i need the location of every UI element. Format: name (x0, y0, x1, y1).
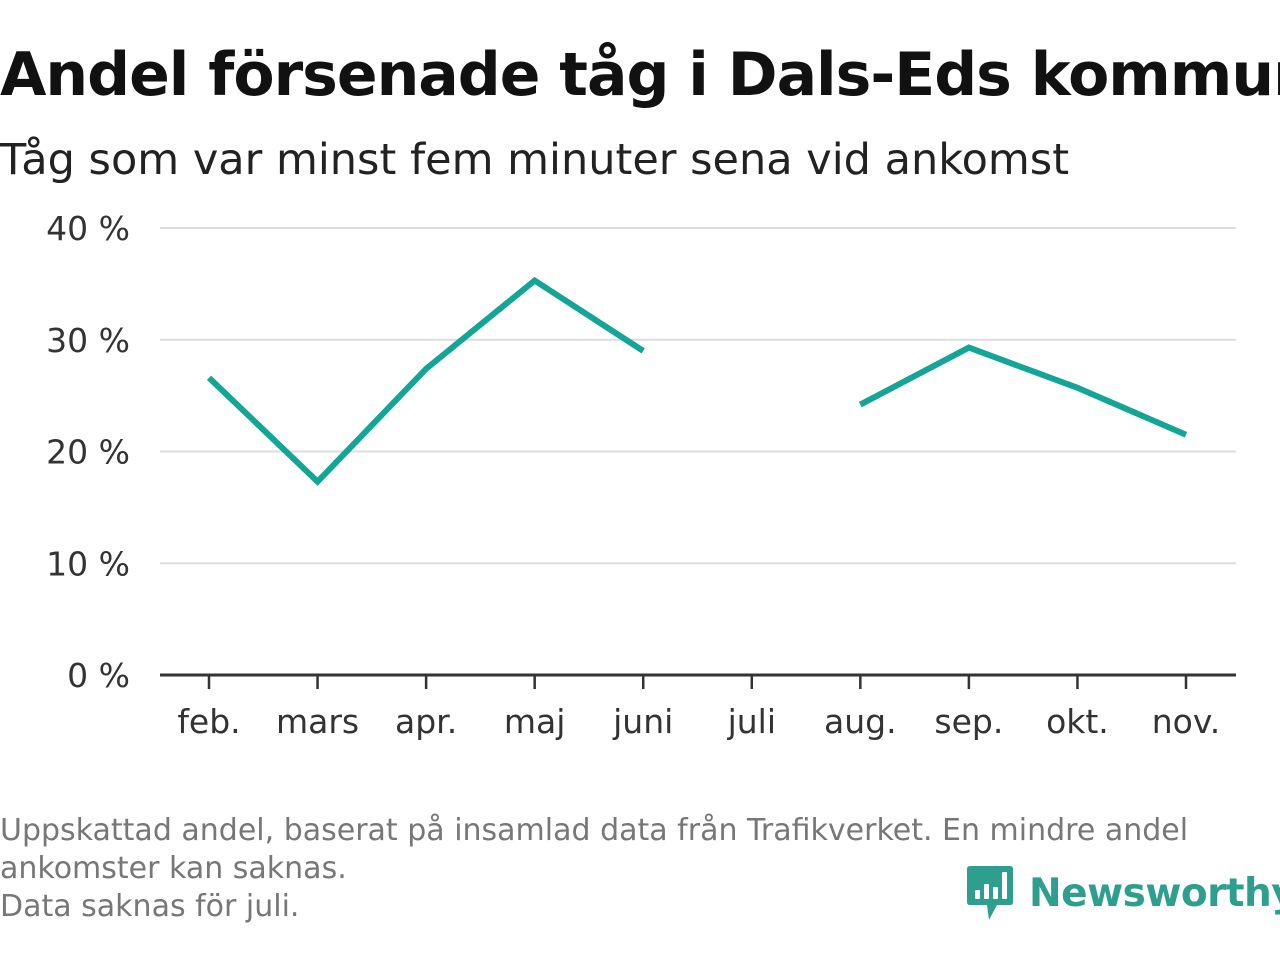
y-tick-label: 0 % (67, 656, 130, 695)
x-tick-label: nov. (1152, 702, 1221, 741)
series-lines (206, 276, 1188, 486)
y-tick-label: 30 % (46, 321, 130, 360)
y-axis-tick-labels: 0 % 10 % 20 % 30 % 40 % (46, 209, 130, 695)
newsworthy-logo: Newsworthy (965, 862, 1280, 924)
x-tick-label: feb. (177, 702, 240, 741)
x-tick-label: juni (612, 702, 673, 741)
line-chart: 0 % 10 % 20 % 30 % 40 % feb. mars apr. maj juni j… (46, 209, 1236, 741)
x-axis (160, 673, 1236, 689)
series-line (858, 344, 1188, 438)
x-tick-label: maj (504, 702, 566, 741)
logo-text: Newsworthy (1029, 870, 1280, 916)
y-tick-label: 40 % (46, 209, 130, 248)
x-tick-label: mars (276, 702, 359, 741)
series-line (206, 276, 645, 486)
chart-title: Andel försenade tåg i Dals-Eds kommun (0, 40, 1280, 110)
chart-subtitle: Tåg som var minst fem minuter sena vid a… (0, 135, 1070, 185)
y-tick-label: 20 % (46, 433, 130, 472)
footnote-line: Data saknas för juli. (0, 889, 300, 924)
x-tick-label: aug. (824, 702, 897, 741)
footnote-line: Uppskattad andel, baserat på insamlad da… (0, 813, 1189, 848)
x-tick-label: apr. (395, 702, 457, 741)
footnote: Uppskattad andel, baserat på insamlad da… (0, 812, 1270, 926)
footnote-line: ankomster kan saknas. (0, 851, 347, 886)
x-tick-label: sep. (934, 702, 1003, 741)
x-axis-tick-labels: feb. mars apr. maj juni juli aug. sep. okt. nov. (177, 702, 1220, 741)
grid-lines (160, 227, 1236, 565)
x-tick-label: juli (727, 702, 776, 741)
y-tick-label: 10 % (46, 544, 130, 583)
x-tick-label: okt. (1046, 702, 1109, 741)
newsworthy-logo-icon (967, 866, 1013, 920)
